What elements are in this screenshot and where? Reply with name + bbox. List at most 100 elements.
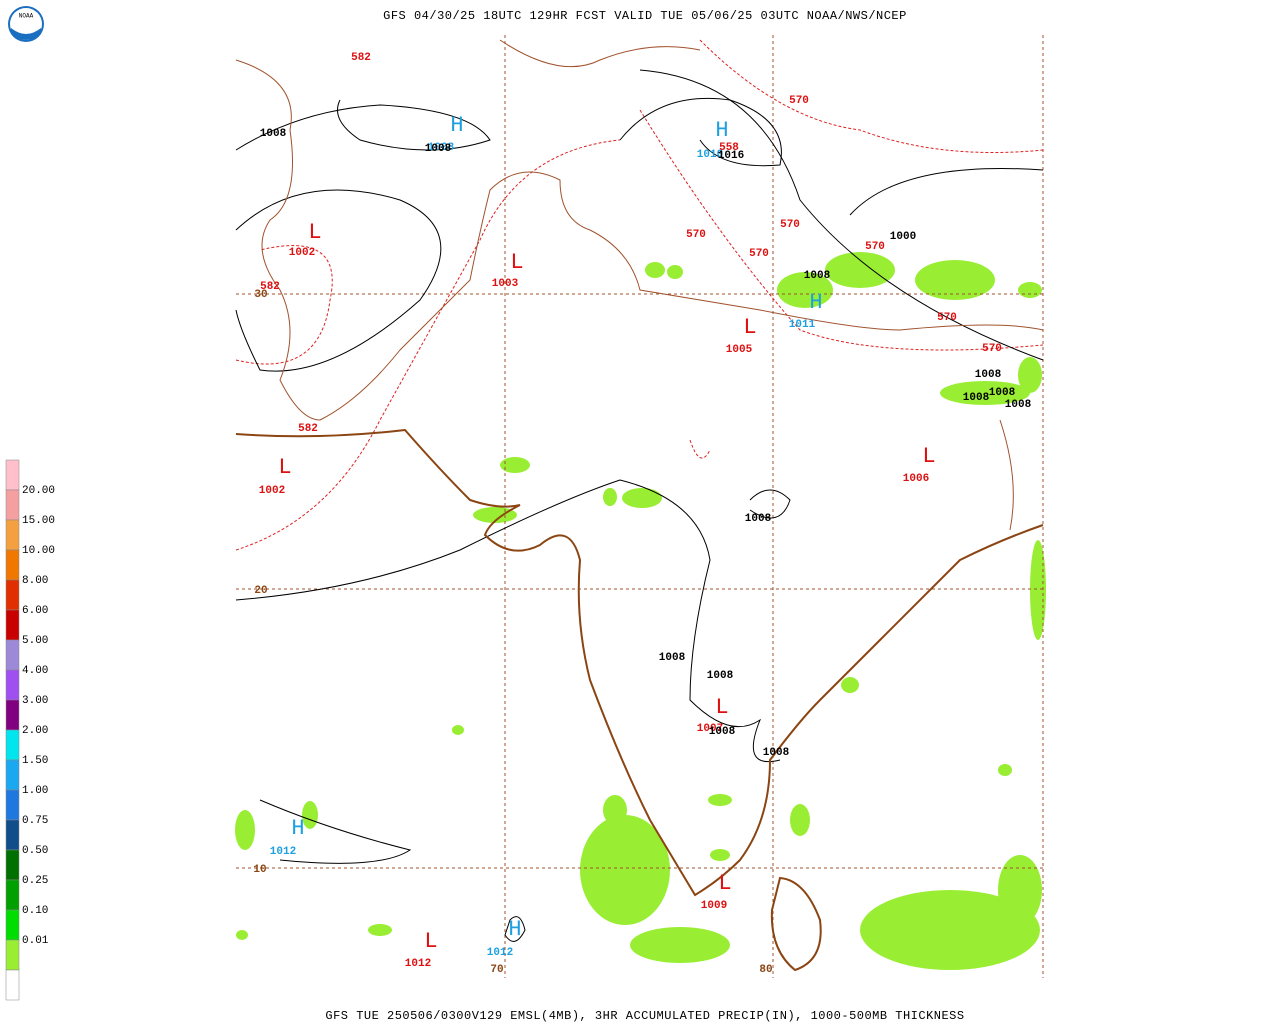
thickness-label: 582 — [298, 423, 318, 435]
isobar-label: 1008 — [989, 387, 1016, 399]
precip — [235, 252, 1046, 970]
thickness-label: 570 — [686, 229, 706, 241]
legend-label: 0.01 — [22, 935, 49, 947]
isobar-label: 1008 — [659, 652, 686, 664]
thickness-label: 570 — [780, 219, 800, 231]
pressure-symbol: L — [718, 871, 731, 896]
isobar-label: 1008 — [707, 670, 734, 682]
pressure-symbol: L — [308, 220, 321, 245]
logo-text: NOAA — [19, 13, 34, 20]
isobar-label: 1008 — [963, 392, 990, 404]
pressure-symbol: L — [510, 250, 523, 275]
legend-label: 0.50 — [22, 845, 48, 857]
pressure-value: 1002 — [259, 485, 285, 497]
pressure-symbol: H — [508, 917, 521, 942]
isobar-label: 1008 — [804, 270, 831, 282]
logo-inner — [10, 8, 42, 40]
grid-label: 20 — [254, 585, 267, 597]
pressure-value: 1003 — [492, 278, 519, 290]
legend-swatch — [5, 489, 20, 521]
thickness-label: 570 — [982, 343, 1002, 355]
legend-swatch — [5, 909, 20, 941]
legend-swatch — [5, 519, 20, 551]
legend-label: 0.75 — [22, 815, 48, 827]
legend-swatch — [5, 939, 20, 971]
pressure-symbol: L — [424, 929, 437, 954]
pressure-symbol: L — [922, 444, 935, 469]
legend-swatch — [5, 969, 20, 1001]
thickness-label: 582 — [260, 281, 280, 293]
isobar-label: 1008 — [745, 513, 772, 525]
borders — [235, 39, 1044, 531]
pressure-symbol: L — [743, 315, 756, 340]
legend-label: 1.50 — [22, 755, 48, 767]
legend-swatch — [5, 729, 20, 761]
thickness-label: 570 — [937, 312, 957, 324]
thickness-label: 570 — [789, 95, 809, 107]
map-labels: H 1008 H 1010 L 1002 L 1003 H 1011 L 1005 L 1002 L 1006… — [253, 52, 1031, 976]
legend-label: 1.00 — [22, 785, 48, 797]
legend-label: 0.25 — [22, 875, 48, 887]
thickness-label: 582 — [351, 52, 371, 64]
grid-label: 70 — [490, 964, 503, 976]
pressure-value: 1006 — [903, 473, 929, 485]
pressure-value: 1007 — [697, 723, 723, 735]
pressure-value: 1012 — [270, 846, 296, 858]
legend: 20.00 15.00 10.00 8.00 6.00 5.00 4.00 3.00 2.00 1… — [5, 459, 55, 1001]
legend-swatch — [5, 549, 20, 581]
legend-swatch — [5, 609, 20, 641]
thickness-label: 558 — [719, 142, 739, 154]
thickness-label: 570 — [865, 241, 885, 253]
pressure-value: 1012 — [405, 958, 431, 970]
grid-label: 10 — [253, 864, 266, 876]
isobar-label: 1008 — [709, 726, 736, 738]
map — [235, 35, 1046, 978]
pressure-value: 1011 — [789, 319, 816, 331]
legend-swatch — [5, 819, 20, 851]
legend-label: 20.00 — [22, 485, 55, 497]
legend-label: 2.00 — [22, 725, 48, 737]
legend-swatch — [5, 579, 20, 611]
legend-label: 8.00 — [22, 575, 48, 587]
pressure-value: 1008 — [428, 142, 455, 154]
legend-label: 3.00 — [22, 695, 48, 707]
legend-swatch — [5, 849, 20, 881]
pressure-symbol: H — [450, 113, 463, 138]
graticule — [236, 35, 1044, 978]
grid-label: 30 — [254, 289, 267, 301]
pressure-symbol: H — [291, 816, 304, 841]
legend-swatch — [5, 639, 20, 671]
pressure-symbol: H — [809, 290, 822, 315]
thickness-label: 570 — [749, 248, 769, 260]
pressure-value: 1002 — [289, 247, 315, 259]
isobar-label: 1008 — [975, 369, 1002, 381]
legend-label: 6.00 — [22, 605, 48, 617]
logo: NOAA — [8, 6, 44, 42]
footer: GFS TUE 250506/0300V129 EMSL(4MB), 3HR A… — [325, 1009, 964, 1023]
isobar-label: 1008 — [1005, 399, 1032, 411]
legend-swatch — [5, 879, 20, 911]
isobar-label: 1008 — [763, 747, 790, 759]
legend-label: 0.10 — [22, 905, 48, 917]
isobars — [235, 69, 1044, 942]
pressure-value: 1012 — [487, 947, 513, 959]
legend-swatch — [5, 789, 20, 821]
legend-label: 5.00 — [22, 635, 48, 647]
title: GFS 04/30/25 18UTC 129HR FCST VALID TUE … — [383, 9, 907, 23]
legend-label: 4.00 — [22, 665, 48, 677]
pressure-value: 1010 — [697, 149, 723, 161]
isobar-label: 1008 — [260, 128, 287, 140]
pressure-symbol: L — [715, 695, 728, 720]
legend-swatch — [5, 759, 20, 791]
pressure-value: 1009 — [701, 900, 727, 912]
isobar-label: 1008 — [425, 143, 452, 155]
coastline — [235, 428, 1044, 972]
grid-label: 80 — [759, 964, 772, 976]
isobar-label: 1000 — [890, 231, 916, 243]
legend-swatch — [5, 459, 20, 491]
pressure-value: 1005 — [726, 344, 753, 356]
legend-swatch — [5, 669, 20, 701]
isobar-label: 1016 — [718, 150, 744, 162]
